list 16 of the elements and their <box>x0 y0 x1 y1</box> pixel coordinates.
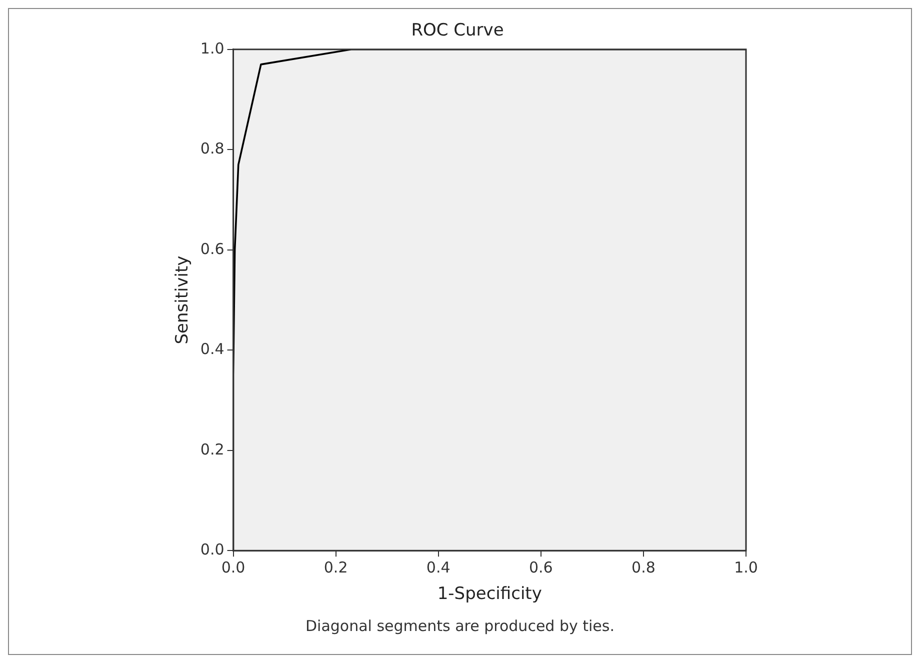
x-tick-label: 0.4 <box>426 558 450 576</box>
y-tick-label: 0.2 <box>200 440 224 458</box>
y-tick-label: 0.4 <box>200 340 224 358</box>
x-tick-label: 0.2 <box>324 558 348 576</box>
chart-title: ROC Curve <box>411 20 504 41</box>
text: Diagonal segments are produced by ties. <box>304 617 616 635</box>
x-tick-label: 1.0 <box>734 558 758 576</box>
y-tick-label: 0.8 <box>200 140 224 158</box>
x-axis-title: 1-Specificity <box>437 584 542 604</box>
y-tick-label: 1.0 <box>200 39 224 58</box>
x-tick-label: 0.8 <box>632 558 656 576</box>
x-tick-label: 0.0 <box>221 558 246 576</box>
y-tick-label: 0.0 <box>200 540 224 558</box>
y-tick-label: 0.6 <box>200 240 224 258</box>
x-tick-label: 0.6 <box>528 558 553 576</box>
y-axis-title: Sensitivity <box>172 256 193 344</box>
